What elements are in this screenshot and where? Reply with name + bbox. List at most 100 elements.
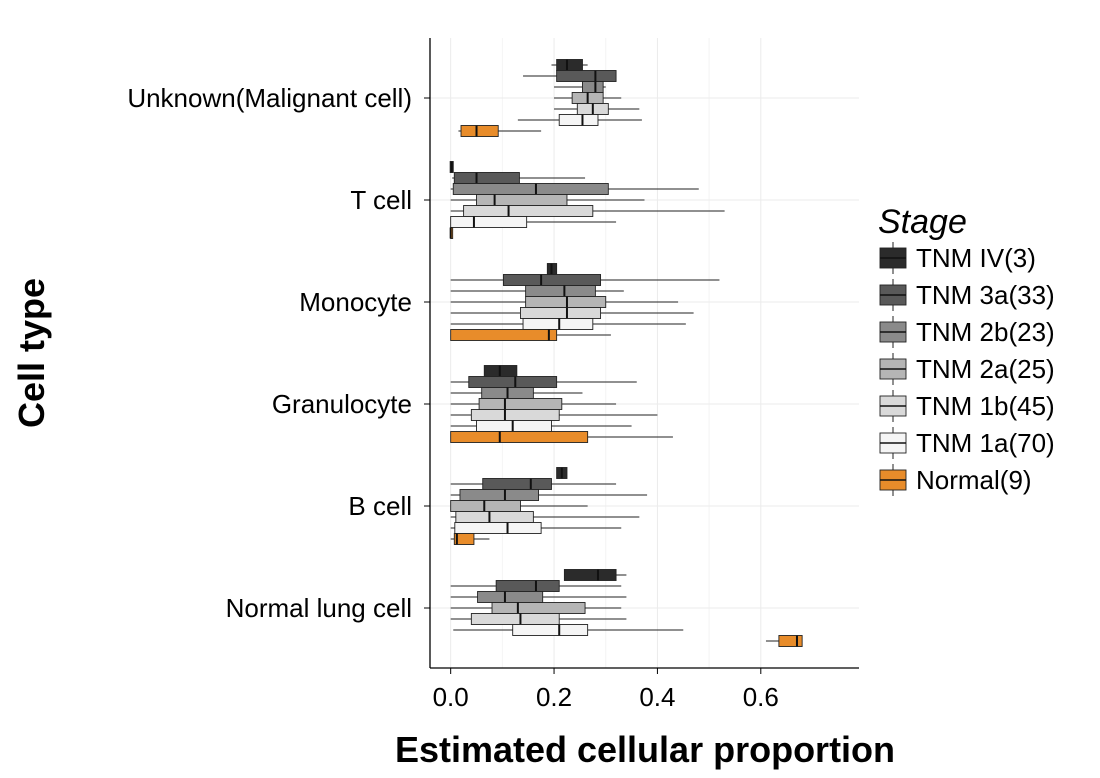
box-iqr [520,307,602,319]
box-plot-box [450,216,617,228]
box-plot-box [450,318,686,330]
legend-item: TNM 2b(23) [879,316,1055,348]
box-plot-box [554,103,640,115]
box-iqr [470,613,560,625]
legend-label: TNM IV(3) [916,243,1036,273]
x-tick-label: 0.6 [743,682,779,712]
box-plot-box [450,613,627,625]
box-plot-box [450,522,622,534]
box-iqr [491,602,586,614]
category-group [450,467,648,545]
box-plot-box [450,409,658,421]
box-plot-box [450,420,632,432]
x-tick-label: 0.0 [433,682,469,712]
box-iqr [556,59,583,71]
box-plot-boxes [449,59,803,647]
box-plot-box [452,172,586,184]
box-iqr [558,114,599,126]
category-group [450,365,673,443]
box-iqr [556,70,617,82]
x-axis-title: Estimated cellular proportion [395,729,895,770]
box-plot-box [450,285,624,297]
y-axis-title: Cell type [11,278,52,428]
legend-label: TNM 1a(70) [916,428,1055,458]
box-iqr [478,398,563,410]
box-plot-box [450,591,627,603]
legend-item: TNM 1a(70) [879,427,1055,459]
box-plot-box [483,365,518,377]
legend-item: TNM 2a(25) [879,353,1055,385]
box-plot-box [554,92,622,104]
box-plot-box [554,81,606,93]
box-plot-box [450,580,622,592]
y-tick-label: Unknown(Malignant cell) [127,83,412,113]
y-axis-ticks: Unknown(Malignant cell) T cell Monocyte Gra… [127,83,430,623]
box-plot-box [450,183,699,195]
box-plot-box [450,533,490,545]
legend-label: TNM 3a(33) [916,280,1055,310]
box-plot-box [450,376,637,388]
box-iqr [778,635,803,647]
box-iqr [502,274,602,286]
box-plot-box [450,431,673,443]
box-plot-box [517,114,642,126]
category-group [458,59,642,137]
box-plot-box [523,70,617,82]
box-iqr [452,183,609,195]
legend-item: TNM IV(3) [879,242,1036,274]
x-axis-ticks: 0.0 0.2 0.4 0.6 [433,668,779,712]
box-iqr [476,420,552,432]
box-iqr [459,489,539,501]
x-tick-label: 0.4 [639,682,675,712]
box-iqr [477,591,544,603]
box-plot-box [450,329,611,341]
box-plot-box [449,161,454,173]
box-plot-box [450,387,583,399]
box-iqr [482,478,552,490]
box-iqr [463,205,594,217]
box-plot-box [551,59,588,71]
legend-label: Normal(9) [916,465,1032,495]
box-iqr [453,533,475,545]
box-iqr [522,318,594,330]
box-plot-box [450,205,725,217]
y-tick-label: Granulocyte [272,389,412,419]
legend-item: Normal(9) [879,464,1032,496]
box-iqr [476,194,568,206]
y-tick-label: Normal lung cell [226,593,412,623]
legend-label: TNM 2b(23) [916,317,1055,347]
box-iqr [453,172,520,184]
box-iqr [455,511,534,523]
legend-label: TNM 2a(25) [916,354,1055,384]
box-plot-box [556,467,568,479]
category-group [450,569,803,647]
category-group [450,263,720,341]
legend-item: TNM 1b(45) [879,390,1055,422]
box-iqr [450,216,528,228]
legend: Stage TNM IV(3) TNM 3a(33) TNM 2b(23) TNM 2… [878,203,1055,496]
box-plot-box [563,569,627,581]
box-iqr [582,81,604,93]
box-plot-box [450,602,622,614]
box-iqr [525,296,607,308]
legend-title: Stage [878,203,967,241]
box-plot-box [450,307,694,319]
box-iqr [454,522,542,534]
box-plot-box [450,398,617,410]
y-tick-label: B cell [348,491,412,521]
x-tick-label: 0.2 [536,682,572,712]
box-plot-box [458,125,542,137]
box-plot-box [453,624,684,636]
box-iqr [563,569,617,581]
box-plot-box [450,296,679,308]
box-plot-box [450,511,640,523]
legend-item: TNM 3a(33) [879,279,1055,311]
box-plot-box [450,500,588,512]
box-plot-box [449,227,454,239]
box-iqr [512,624,589,636]
box-plot-box [450,274,720,286]
box-iqr [450,500,521,512]
box-iqr [495,580,560,592]
box-plot-box [765,635,803,647]
